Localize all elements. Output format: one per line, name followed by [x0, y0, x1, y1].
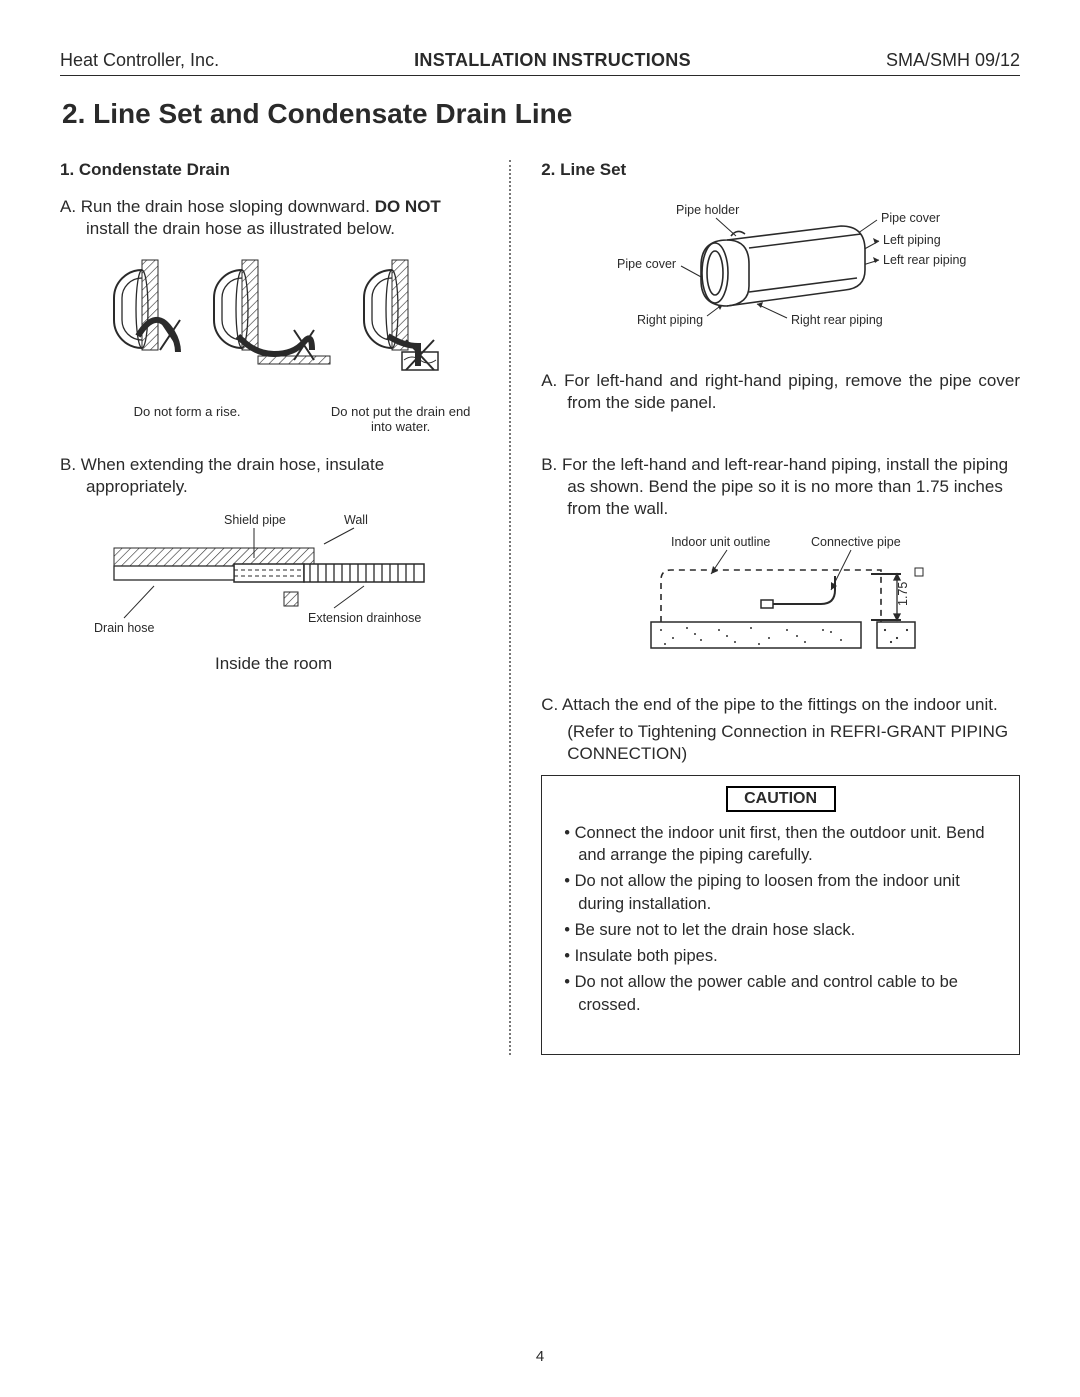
label-left-rear-piping: Left rear piping	[883, 253, 966, 267]
caution-label: CAUTION	[726, 786, 836, 812]
left-a-bold: DO NOT	[375, 197, 441, 216]
page-number: 4	[0, 1348, 1080, 1365]
right-item-a: A. For left-hand and right-hand piping, …	[541, 370, 1020, 414]
caption-no-rise: Do not form a rise.	[70, 404, 305, 434]
page: Heat Controller, Inc. INSTALLATION INSTR…	[0, 0, 1080, 1095]
caution-item: Connect the indoor unit first, then the …	[564, 822, 1003, 867]
caption-no-water: Do not put the drain end into water.	[324, 404, 478, 434]
figure-drain-wrong	[60, 250, 487, 380]
caution-item: Do not allow the power cable and control…	[564, 971, 1003, 1016]
main-title: 2. Line Set and Condensate Drain Line	[62, 98, 1020, 130]
left-column: 1. Condenstate Drain A. Run the drain ho…	[60, 160, 511, 1055]
label-left-piping: Left piping	[883, 233, 941, 247]
right-heading: 2. Line Set	[541, 160, 1020, 180]
left-item-a: A. Run the drain hose sloping downward. …	[60, 196, 487, 240]
caution-item: Be sure not to let the drain hose slack.	[564, 919, 1003, 941]
left-heading: 1. Condenstate Drain	[60, 160, 487, 180]
label-pipe-cover-r: Pipe cover	[881, 211, 940, 225]
label-connective-pipe: Connective pipe	[811, 535, 901, 549]
right-item-c-line1: C. Attach the end of the pipe to the fit…	[541, 694, 1020, 716]
left-a-prefix: A. Run the drain hose sloping downward.	[60, 197, 375, 216]
header-left: Heat Controller, Inc.	[60, 50, 219, 71]
header-right: SMA/SMH 09/12	[886, 50, 1020, 71]
label-drain-hose: Drain hose	[94, 621, 154, 635]
figure-piping-bend: Indoor unit outline Connective pipe	[541, 530, 1020, 670]
figure-line-set-unit: Pipe holder Pipe cover Left piping Left …	[541, 196, 1020, 346]
two-column-layout: 1. Condenstate Drain A. Run the drain ho…	[60, 160, 1020, 1055]
label-right-piping: Right piping	[637, 313, 703, 327]
right-column: 2. Line Set Pipe holder Pipe cover Left …	[511, 160, 1020, 1055]
left-a-suffix: install the drain hose as illustrated be…	[86, 219, 395, 238]
label-right-rear-piping: Right rear piping	[791, 313, 883, 327]
label-pipe-holder: Pipe holder	[676, 203, 739, 217]
label-indoor-outline: Indoor unit outline	[671, 535, 770, 549]
right-item-c-line2: (Refer to Tightening Connection in REFRI…	[541, 721, 1020, 765]
caution-list: Connect the indoor unit first, then the …	[558, 822, 1003, 1016]
caution-item: Do not allow the piping to loosen from t…	[564, 870, 1003, 915]
caution-box: CAUTION Connect the indoor unit first, t…	[541, 775, 1020, 1055]
label-extension: Extension drainhose	[308, 611, 421, 625]
caution-item: Insulate both pipes.	[564, 945, 1003, 967]
header-center: INSTALLATION INSTRUCTIONS	[414, 50, 691, 71]
figure-drain-captions: Do not form a rise. Do not put the drain…	[60, 404, 487, 434]
page-header: Heat Controller, Inc. INSTALLATION INSTR…	[60, 50, 1020, 76]
figure-drain-extension: Shield pipe Wall	[60, 508, 487, 674]
left-item-b: B. When extending the drain hose, insula…	[60, 454, 487, 498]
label-wall: Wall	[344, 513, 368, 527]
label-inside-room: Inside the room	[215, 654, 332, 674]
right-item-b: B. For the left-hand and left-rear-hand …	[541, 454, 1020, 520]
label-shield-pipe: Shield pipe	[224, 513, 286, 527]
label-dimension: 1.75	[896, 582, 910, 606]
label-pipe-cover-l: Pipe cover	[617, 257, 676, 271]
